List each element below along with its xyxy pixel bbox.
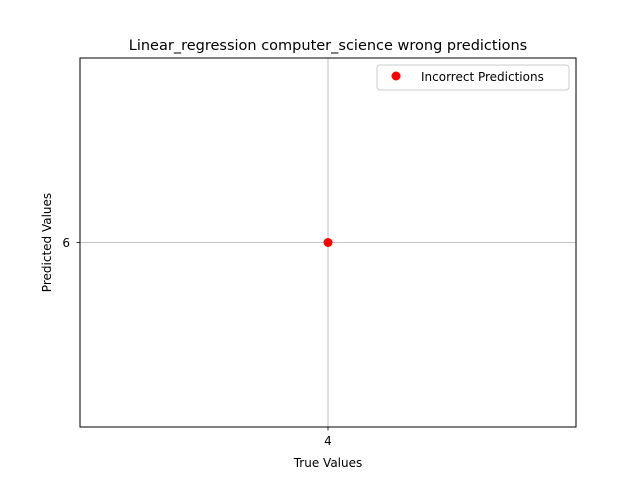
x-axis-label: True Values	[293, 456, 363, 470]
chart-title: Linear_regression computer_science wrong…	[129, 38, 527, 54]
legend-box	[376, 64, 570, 91]
x-tick-label: 4	[324, 434, 332, 448]
legend-marker-incorrect-predictions	[391, 71, 401, 81]
y-tick-label: 6	[62, 236, 70, 250]
ticks-layer: 46	[62, 236, 331, 448]
legend: Incorrect Predictions	[376, 64, 570, 91]
legend-label-incorrect-predictions: Incorrect Predictions	[421, 70, 544, 84]
y-axis-label: Predicted Values	[40, 193, 54, 292]
scatter-point	[323, 238, 333, 247]
points-layer	[323, 238, 333, 247]
